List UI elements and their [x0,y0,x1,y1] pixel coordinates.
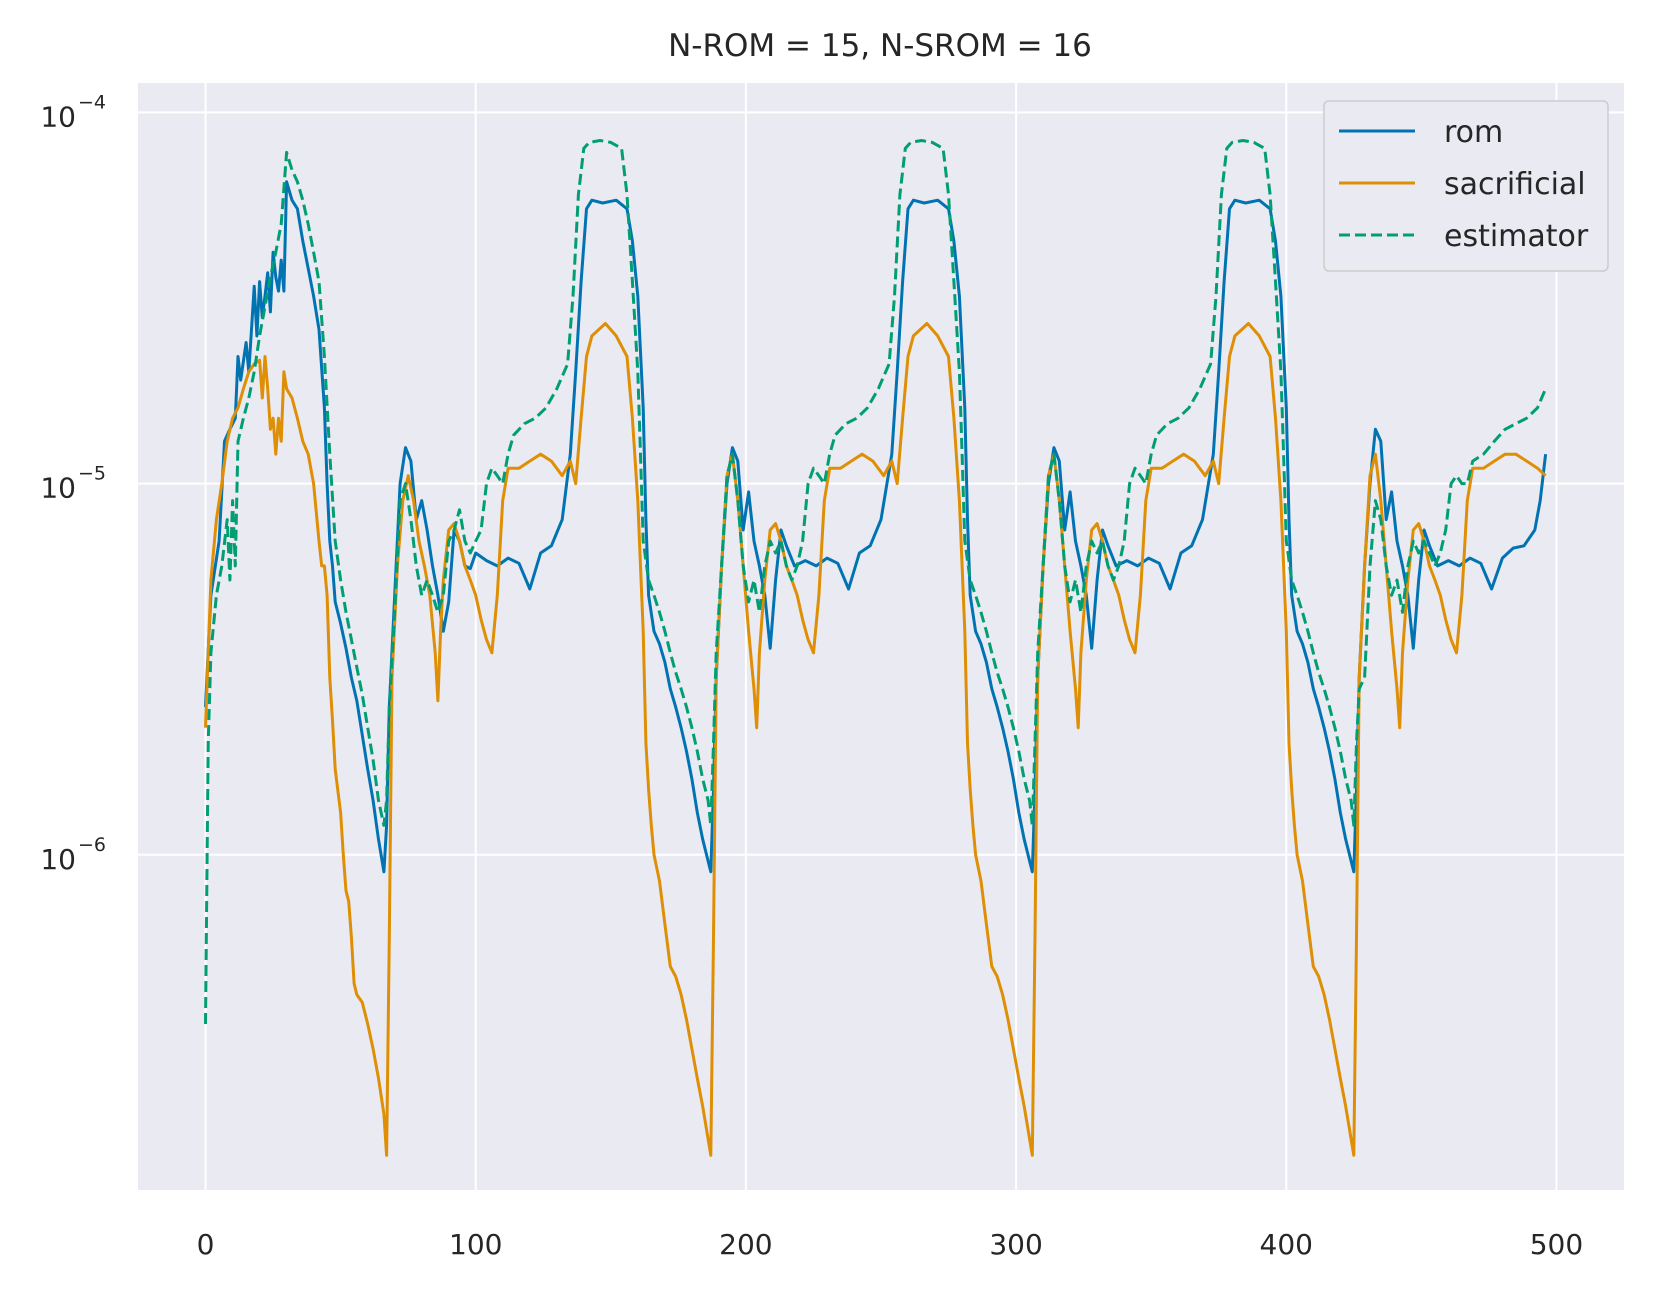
y-tick-exponent: −6 [78,834,106,856]
y-tick-label: 10 −4 [40,91,106,133]
y-tick-exponent: −5 [78,463,106,485]
y-tick-label: 10 −6 [40,834,106,876]
legend-item: estimator [1339,219,1589,254]
series-line-sacrificial [204,322,1547,1157]
legend: rom sacrificial estimator [1323,100,1609,272]
y-tick-base: 10 [40,843,76,876]
x-tick-label: 0 [197,1228,215,1261]
series-line-rom [204,180,1548,874]
legend-item: sacrificial [1339,167,1586,202]
x-tick-label: 500 [1530,1228,1583,1261]
x-tick-label: 400 [1260,1228,1313,1261]
legend-item: rom [1339,115,1503,150]
y-tick-exponent: −4 [78,91,106,113]
legend-label: sacrificial [1444,167,1586,202]
series-layer [204,139,1548,1157]
chart-title: N-ROM = 15, N-SROM = 16 [668,28,1092,64]
y-tick-base: 10 [40,100,76,133]
x-tick-label: 200 [719,1228,772,1261]
x-tick-label: 100 [449,1228,502,1261]
y-tick-base: 10 [40,472,76,505]
x-tick-label: 300 [989,1228,1042,1261]
x-axis-ticks: 0 100 200 300 400 500 [197,1228,1584,1261]
legend-box [1323,100,1609,272]
legend-label: estimator [1444,219,1589,254]
y-axis-ticks: 10−410−510−6 [40,91,106,875]
series-line-estimator [204,139,1547,1025]
legend-label: rom [1444,115,1503,150]
y-tick-label: 10 −5 [40,463,106,505]
